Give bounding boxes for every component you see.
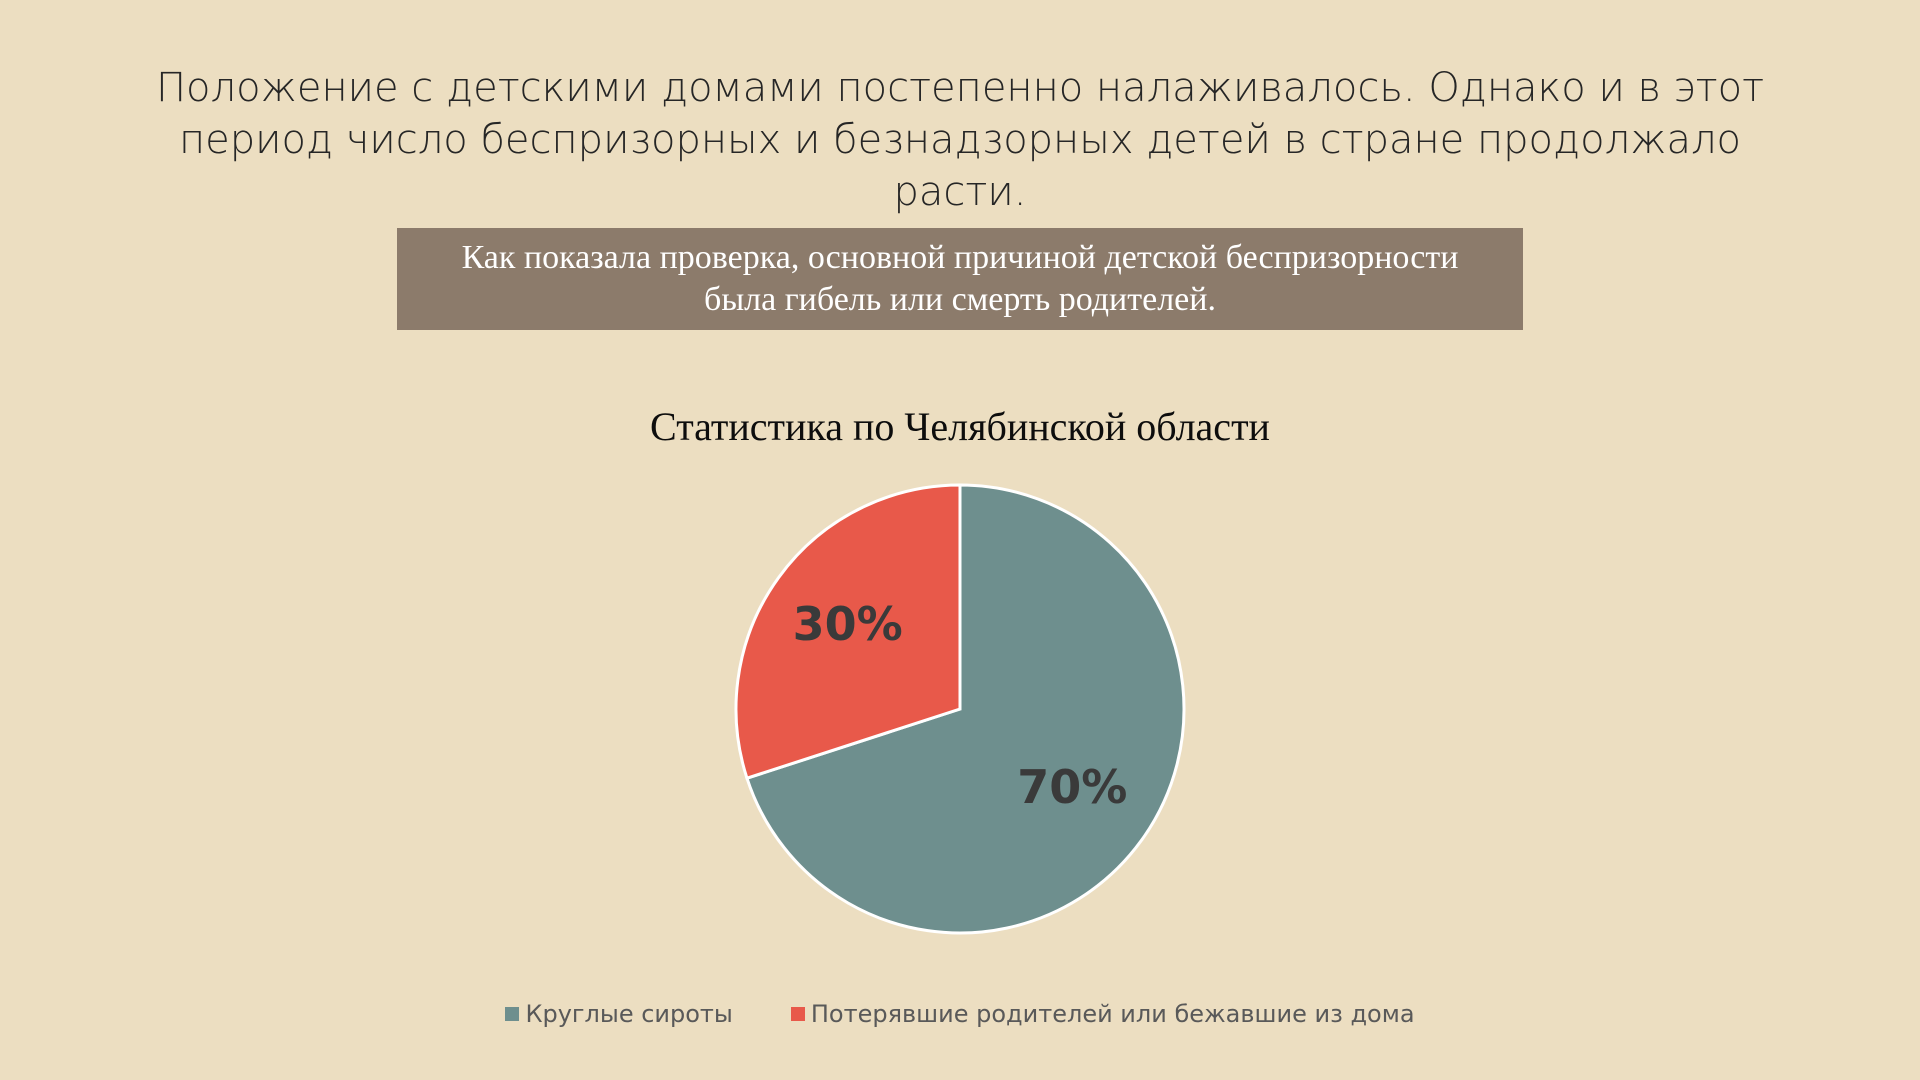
callout-line-2: была гибель или смерть родителей. xyxy=(704,281,1216,318)
chart-legend: Круглые сироты Потерявшие родителей или … xyxy=(0,1000,1920,1028)
heading-line-1: Положение с детскими домами постепенно н… xyxy=(155,65,1765,111)
legend-swatch-lost xyxy=(790,1007,805,1021)
pie-slice-lost xyxy=(734,483,962,781)
callout-line-1: Как показала проверка, основной причиной… xyxy=(461,239,1459,276)
pie-slice-orphans xyxy=(745,483,1186,935)
legend-item-orphans: Круглые сироты xyxy=(505,1000,733,1028)
chart-title: Статистика по Челябинской области xyxy=(650,404,1270,449)
legend-label-orphans: Круглые сироты xyxy=(525,1000,733,1028)
legend-label-lost: Потерявшие родителей или бежавшие из дом… xyxy=(810,1000,1415,1028)
legend-swatch-orphans xyxy=(505,1007,520,1021)
callout-box: Как показала проверка, основной причиной… xyxy=(397,228,1523,330)
pie-label-lost: 30% xyxy=(793,597,903,651)
legend-item-lost: Потерявшие родителей или бежавшие из дом… xyxy=(790,1000,1415,1028)
slide-heading: Положение с детскими домами постепенно н… xyxy=(110,62,1810,218)
pie-label-orphans: 70% xyxy=(1017,760,1127,814)
heading-line-2: период число беспризорных и безнадзорных… xyxy=(178,117,1742,215)
